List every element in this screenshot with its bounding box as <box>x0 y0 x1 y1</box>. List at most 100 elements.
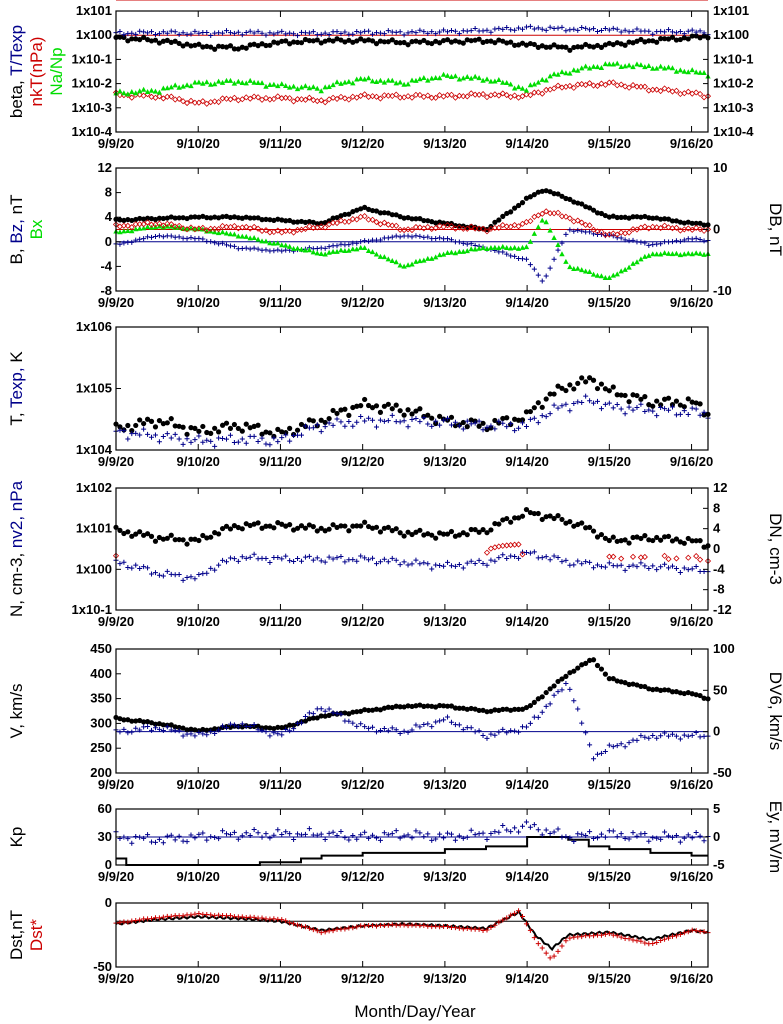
data-point <box>314 37 320 43</box>
data-point <box>539 278 545 284</box>
data-point <box>275 827 281 833</box>
data-point <box>184 431 190 437</box>
data-point <box>204 437 210 443</box>
y-tick-label: 1x100 <box>76 27 112 42</box>
data-point <box>575 265 581 271</box>
data-point <box>393 557 399 563</box>
data-point <box>693 553 700 560</box>
data-point <box>614 743 620 749</box>
data-point <box>271 39 277 45</box>
data-point <box>654 39 660 45</box>
data-point <box>362 707 368 713</box>
data-point <box>594 82 601 89</box>
data-point <box>354 207 360 213</box>
data-point <box>354 419 360 425</box>
data-point <box>172 837 178 843</box>
data-point <box>204 732 210 738</box>
data-point <box>543 689 549 696</box>
data-point <box>381 210 387 216</box>
data-point <box>520 823 526 829</box>
data-point <box>401 704 407 710</box>
data-point <box>408 94 416 101</box>
data-point <box>441 417 447 423</box>
data-point <box>243 45 249 51</box>
data-point <box>452 250 459 256</box>
data-point <box>452 28 458 34</box>
data-point <box>563 195 569 202</box>
data-point <box>421 415 427 421</box>
data-point <box>468 558 474 564</box>
data-point <box>160 421 166 427</box>
data-point <box>582 221 589 228</box>
data-point <box>689 399 695 405</box>
data-point <box>377 559 383 565</box>
data-point <box>393 233 399 239</box>
data-point <box>551 953 557 959</box>
x-tick-label: 9/16/20 <box>670 454 713 469</box>
data-point <box>326 218 332 224</box>
data-point <box>472 37 478 43</box>
data-point <box>243 80 249 86</box>
data-point <box>689 27 695 33</box>
data-point <box>429 532 435 538</box>
data-point <box>421 722 427 728</box>
data-point <box>412 223 420 231</box>
data-point <box>523 195 530 201</box>
data-point <box>689 566 695 572</box>
data-point <box>279 521 285 527</box>
data-point <box>239 44 245 50</box>
data-point <box>681 251 688 257</box>
data-point <box>539 516 545 523</box>
data-point <box>409 234 415 240</box>
data-point <box>594 835 600 841</box>
data-point <box>650 940 656 946</box>
data-point <box>148 216 155 222</box>
data-point <box>622 266 628 272</box>
data-point <box>425 421 431 427</box>
data-point <box>298 432 304 438</box>
data-point <box>642 409 648 415</box>
data-point <box>539 26 545 32</box>
data-point <box>373 41 380 47</box>
x-tick-label: 9/15/20 <box>588 869 631 884</box>
data-marks <box>113 24 712 961</box>
data-point <box>275 520 281 526</box>
data-point <box>673 37 680 43</box>
data-point <box>231 829 237 835</box>
y-tick-label-right: 5 <box>713 801 720 816</box>
data-point <box>633 226 641 233</box>
data-point <box>156 233 162 239</box>
data-point <box>610 230 617 237</box>
data-point <box>326 420 332 426</box>
x-tick-label: 9/14/20 <box>505 869 548 884</box>
data-point <box>298 832 304 838</box>
data-point <box>479 225 487 232</box>
data-point <box>673 238 679 244</box>
data-point <box>117 241 123 247</box>
data-point <box>535 941 541 947</box>
data-point <box>152 31 158 37</box>
x-tick-label: 9/13/20 <box>423 454 466 469</box>
data-point <box>231 523 237 529</box>
data-point <box>547 391 553 397</box>
data-point <box>630 392 636 398</box>
data-point <box>212 46 218 52</box>
data-point <box>658 733 664 739</box>
data-point <box>180 43 186 49</box>
data-point <box>591 756 597 762</box>
data-point <box>583 832 589 838</box>
data-point <box>121 530 127 537</box>
data-point <box>665 556 672 563</box>
y-tick-label-right: -8 <box>713 582 725 597</box>
data-point <box>279 917 285 923</box>
data-point <box>468 223 475 230</box>
data-point <box>484 38 490 44</box>
data-point <box>578 80 585 88</box>
data-point <box>117 88 123 94</box>
data-point <box>658 836 664 842</box>
data-point <box>429 75 435 81</box>
data-point <box>437 40 443 46</box>
data-point <box>527 238 534 244</box>
y-tick-label: 250 <box>90 740 112 755</box>
data-point <box>227 526 234 532</box>
